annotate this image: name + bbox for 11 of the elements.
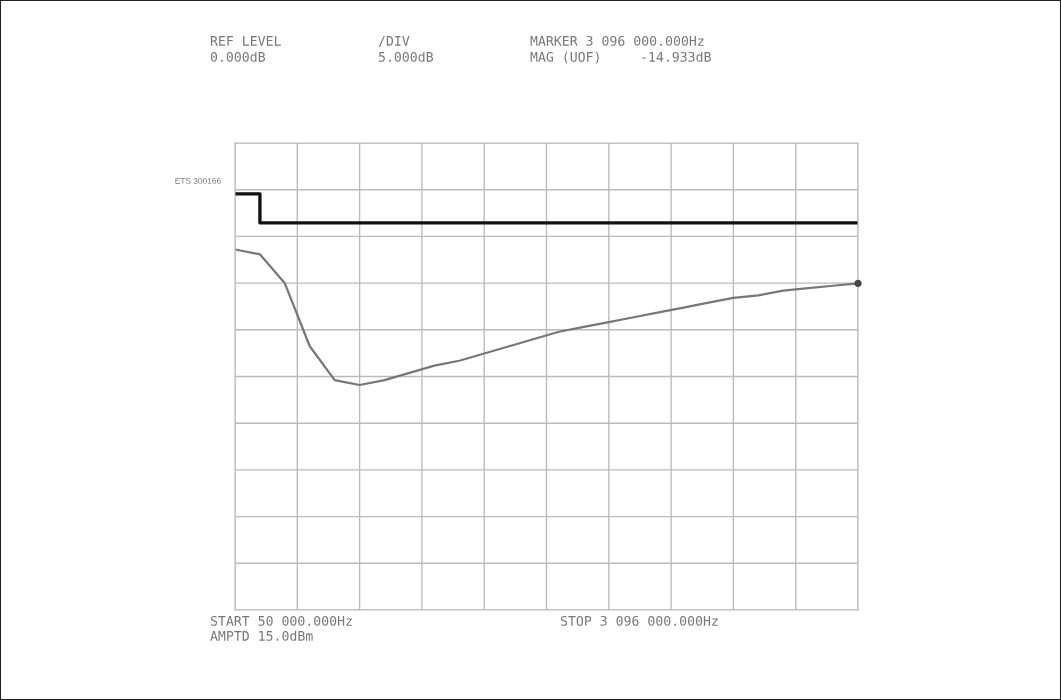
text: STOP 3 096 000.000Hz <box>560 615 718 626</box>
text: MARKER 3 096 000.000Hz <box>530 35 704 46</box>
text: MAG (UOF) <box>530 51 599 64</box>
text: /DIV <box>378 36 410 47</box>
text: 0.000dB <box>210 51 265 62</box>
text: AMPTD 15.0dBm <box>210 630 313 641</box>
text: ETS 300166 <box>175 177 221 184</box>
text: 5.000dB <box>378 51 433 62</box>
text: REF LEVEL <box>210 36 281 46</box>
text: START 50 000.000Hz <box>210 615 352 626</box>
text: -14.933dB <box>642 51 711 62</box>
